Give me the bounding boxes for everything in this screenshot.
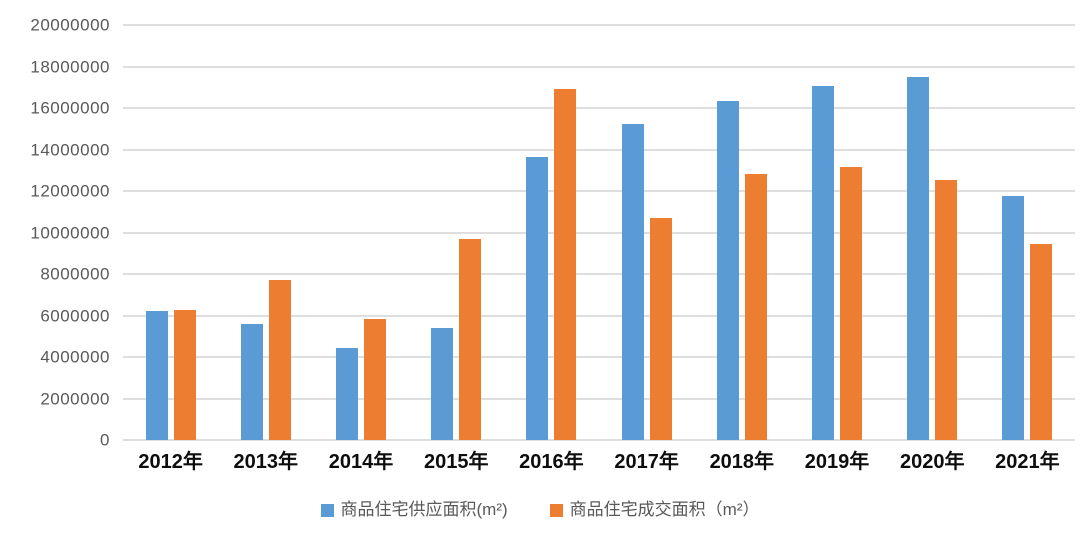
- y-tick-label: 10000000: [30, 223, 110, 242]
- y-tick-label: 2000000: [40, 389, 110, 408]
- bar-supply-2014: [336, 347, 358, 440]
- gridline: [123, 190, 1075, 192]
- bar-group-2013: [218, 25, 313, 440]
- bar-supply-2019: [812, 86, 835, 440]
- bar-transaction-2018: [744, 174, 767, 440]
- y-tick-label: 4000000: [40, 347, 110, 367]
- x-tick-label-2016: 2016年: [519, 451, 584, 473]
- bar-transaction-2015: [459, 238, 482, 440]
- legend-label: 商品住宅成交面积（m²）: [569, 500, 760, 519]
- bar-transaction-2017: [649, 217, 672, 440]
- y-tick-label: 18000000: [30, 57, 110, 76]
- bar-supply-2015: [431, 327, 454, 440]
- bar-group-2014: [313, 25, 408, 440]
- bar-supply-2016: [526, 156, 549, 440]
- x-tick-label-2013: 2013年: [233, 451, 299, 473]
- y-tick-label: 20000000: [30, 15, 110, 35]
- plot-area: [123, 24, 1075, 441]
- bar-supply-2020: [907, 76, 930, 440]
- bar-transaction-2019: [840, 167, 863, 440]
- bar-group-2012: [123, 25, 218, 440]
- legend-item-transaction: 商品住宅成交面积（m²）: [549, 500, 760, 520]
- gridline: [123, 65, 1075, 68]
- y-axis: 0 2000000 4000000 6000000 8000000 10000000 120…: [0, 17, 110, 449]
- bar-transaction-2014: [364, 318, 386, 440]
- bar-supply-2017: [621, 123, 644, 440]
- bar-transaction-2021: [1030, 243, 1053, 440]
- legend-item-supply: 商品住宅供应面积(m²): [320, 500, 508, 520]
- x-tick-label-2018: 2018年: [709, 451, 775, 473]
- gridline: [123, 397, 1075, 400]
- bar-transaction-2016: [554, 89, 577, 440]
- x-tick-label-2019: 2019年: [804, 451, 870, 473]
- y-tick-label: 0: [100, 430, 110, 450]
- bar-transaction-2012: [173, 310, 196, 440]
- bar-transaction-2013: [268, 280, 291, 440]
- bar-group-2018: [694, 25, 789, 440]
- gridline: [123, 356, 1075, 358]
- x-tick-label-2021: 2021年: [995, 451, 1060, 473]
- bar-group-2017: [599, 25, 694, 440]
- bar-supply-2012: [145, 311, 168, 440]
- bar-supply-2013: [240, 323, 263, 440]
- x-axis: 2012年 2013年 2014年 2015年 2016年 2017年 2018年 2019年…: [123, 450, 1075, 474]
- legend-label: 商品住宅供应面积(m²): [340, 500, 508, 519]
- bar-groups: [123, 25, 1075, 440]
- gridline: [123, 148, 1075, 151]
- y-tick-label: 16000000: [30, 98, 110, 118]
- legend-swatch-blue-icon: [320, 503, 334, 517]
- gridline: [123, 314, 1075, 317]
- legend: 商品住宅供应面积(m²) 商品住宅成交面积（m²）: [0, 500, 1080, 520]
- legend-swatch-orange-icon: [549, 503, 563, 517]
- gridline: [123, 273, 1075, 275]
- gridline: [123, 24, 1075, 26]
- y-tick-label: 14000000: [30, 140, 110, 159]
- y-tick-label: 12000000: [30, 181, 110, 201]
- gridline: [123, 439, 1075, 441]
- bar-group-2020: [885, 25, 980, 440]
- gridline: [123, 107, 1075, 109]
- bar-supply-2018: [716, 100, 739, 440]
- bar-group-2021: [980, 25, 1075, 440]
- bar-group-2016: [504, 25, 599, 440]
- bar-supply-2021: [1002, 196, 1025, 440]
- gridline: [123, 231, 1075, 234]
- y-tick-label: 6000000: [40, 306, 110, 325]
- x-tick-label-2015: 2015年: [423, 451, 489, 473]
- x-tick-label-2020: 2020年: [899, 451, 965, 473]
- bar-group-2015: [409, 25, 504, 440]
- x-tick-label-2017: 2017年: [614, 451, 679, 473]
- x-tick-label-2014: 2014年: [328, 451, 394, 473]
- x-tick-label-2012: 2012年: [138, 451, 203, 473]
- bar-transaction-2020: [935, 179, 958, 440]
- bar-group-2019: [789, 25, 884, 440]
- y-tick-label: 8000000: [40, 264, 110, 284]
